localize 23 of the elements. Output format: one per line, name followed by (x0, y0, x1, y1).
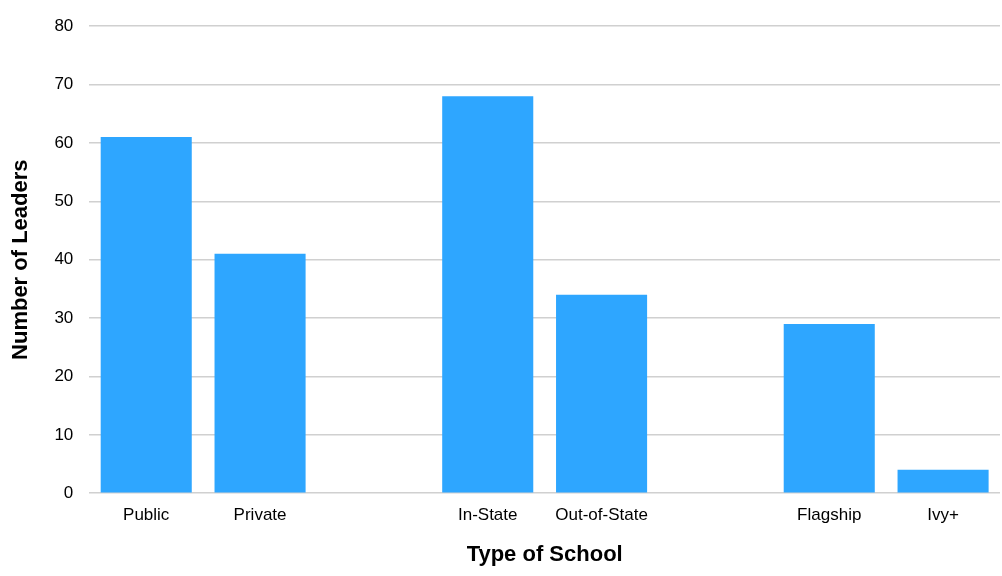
bar (897, 469, 989, 493)
bar (442, 96, 534, 493)
x-tick-label: Public (123, 505, 170, 525)
x-tick-label: Private (233, 505, 287, 525)
y-axis-title: Number of Leaders (7, 159, 33, 360)
y-tick-label: 60 (54, 132, 74, 152)
bar (556, 294, 648, 493)
y-tick-label: 30 (54, 307, 74, 327)
y-tick-label: 10 (54, 424, 74, 444)
bar (783, 323, 875, 493)
y-tick-label: 50 (54, 191, 74, 211)
bar (100, 137, 192, 493)
y-tick-label: 80 (54, 15, 74, 35)
y-tick-label: 40 (54, 249, 74, 269)
bar (214, 253, 306, 493)
y-tick-label: 20 (54, 366, 74, 386)
y-tick-label: 70 (54, 74, 74, 94)
x-axis-title: Type of School (466, 540, 623, 566)
x-tick-label: Out-of-State (555, 505, 648, 525)
x-tick-label: Flagship (797, 505, 862, 525)
x-tick-label: In-State (457, 505, 518, 525)
x-tick-label: Ivy+ (927, 505, 959, 525)
y-tick-label: 0 (63, 482, 74, 502)
